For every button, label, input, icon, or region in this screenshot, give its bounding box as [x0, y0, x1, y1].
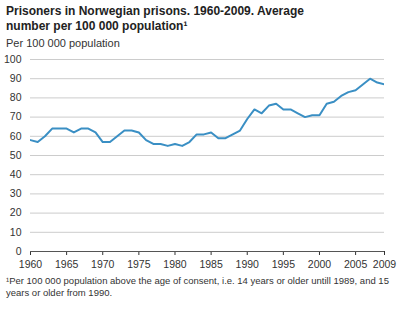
- svg-text:1990: 1990: [236, 258, 260, 270]
- svg-text:50: 50: [10, 149, 22, 161]
- svg-text:1980: 1980: [163, 258, 187, 270]
- svg-text:10: 10: [10, 226, 22, 238]
- html-text:Per 100 000 population: Per 100 000 population: [6, 37, 120, 49]
- svg-text:60: 60: [10, 130, 22, 142]
- svg-text:40: 40: [10, 168, 22, 180]
- svg-text:1995: 1995: [272, 258, 296, 270]
- svg-text:90: 90: [10, 72, 22, 84]
- svg-text:2000: 2000: [308, 258, 332, 270]
- html-text:¹Per 100 000 population above: ¹Per 100 000 population above the age of…: [6, 275, 389, 298]
- svg-text:0: 0: [16, 245, 22, 257]
- svg-text:20: 20: [10, 206, 22, 218]
- html-text:Prisoners in Norwegian prisons: Prisoners in Norwegian prisons. 1960-200…: [6, 4, 304, 33]
- svg-text:1975: 1975: [127, 258, 151, 270]
- svg-text:100: 100: [4, 53, 22, 65]
- svg-text:1985: 1985: [199, 258, 223, 270]
- svg-text:2009: 2009: [373, 258, 397, 270]
- svg-text:1970: 1970: [91, 258, 115, 270]
- svg-text:30: 30: [10, 187, 22, 199]
- svg-text:1965: 1965: [55, 258, 79, 270]
- svg-text:1960: 1960: [19, 258, 43, 270]
- svg-text:2005: 2005: [344, 258, 368, 270]
- svg-text:70: 70: [10, 110, 22, 122]
- svg-text:80: 80: [10, 91, 22, 103]
